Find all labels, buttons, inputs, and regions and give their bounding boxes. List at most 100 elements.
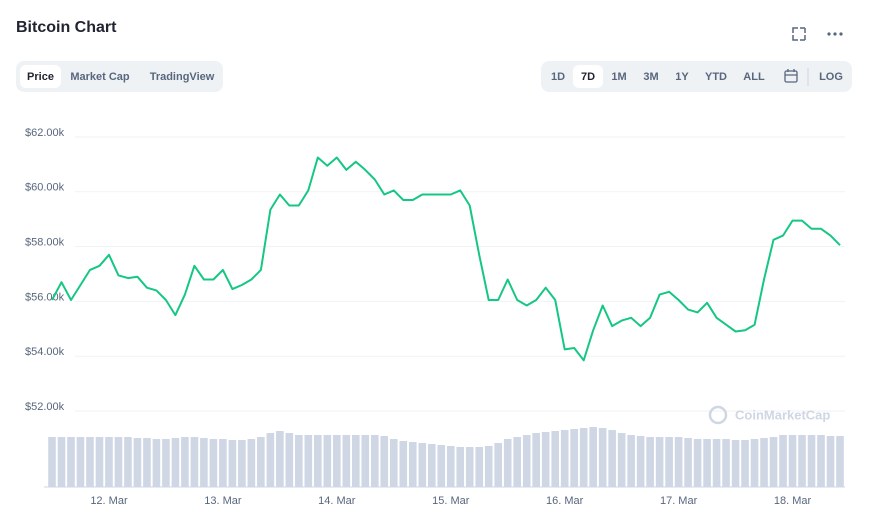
volume-bar xyxy=(57,437,66,487)
log-button[interactable]: LOG xyxy=(819,71,843,83)
range-button[interactable]: 1Y xyxy=(675,71,689,83)
x-tick-label: 18. Mar xyxy=(774,495,812,507)
volume-bar xyxy=(665,437,673,487)
range-button[interactable]: ALL xyxy=(743,71,765,83)
volume-bar xyxy=(76,437,85,487)
y-tick-label: $58.00k xyxy=(25,237,65,249)
range-button[interactable]: 1D xyxy=(551,71,565,83)
volume-bar xyxy=(807,435,816,487)
volume-bar xyxy=(741,440,749,487)
watermark-text: CoinMarketCap xyxy=(735,407,830,422)
volume-bar xyxy=(446,446,455,487)
volume-bar xyxy=(105,437,113,487)
volume-bar xyxy=(228,440,237,487)
calendar-icon[interactable] xyxy=(784,69,798,83)
volume-bar xyxy=(817,435,825,487)
volume-bar xyxy=(86,437,94,487)
volume-bar xyxy=(636,436,645,487)
volume-bar xyxy=(684,438,692,487)
volume-bar xyxy=(304,435,313,487)
volume-bar xyxy=(162,439,170,487)
volume-bar xyxy=(646,437,654,487)
volume-bar xyxy=(352,435,360,487)
tab-active xyxy=(20,65,61,88)
range-button[interactable]: 1M xyxy=(611,71,626,83)
volume-bar xyxy=(712,439,721,487)
expand-icon[interactable] xyxy=(792,27,806,41)
volume-bar xyxy=(750,439,759,487)
volume-bar xyxy=(655,437,664,487)
tab[interactable]: Price xyxy=(27,71,54,83)
volume-bar xyxy=(427,444,436,487)
volume-bar xyxy=(171,438,180,487)
volume-bar xyxy=(143,438,151,487)
volume-bar xyxy=(408,442,417,487)
volume-bar xyxy=(114,437,123,487)
volume-bar xyxy=(124,437,132,487)
volume-bar xyxy=(532,433,540,487)
volume-bar xyxy=(285,433,294,487)
volume-bar xyxy=(314,435,322,487)
volume-bar xyxy=(522,435,531,487)
volume-bar xyxy=(494,443,503,487)
chart-title: Bitcoin Chart xyxy=(16,19,117,36)
volume-bar xyxy=(247,439,256,487)
more-icon[interactable] xyxy=(827,32,843,36)
volume-bar xyxy=(342,435,351,487)
volume-bar xyxy=(693,439,702,487)
volume-bar xyxy=(257,437,265,487)
volume-bar xyxy=(418,443,427,487)
tab-group xyxy=(16,61,223,92)
volume-bar xyxy=(769,437,778,487)
volume-bar xyxy=(589,427,597,487)
volume-bar xyxy=(361,435,370,487)
volume-bar xyxy=(674,437,683,487)
x-tick-label: 16. Mar xyxy=(546,495,584,507)
volume-bar xyxy=(570,429,578,487)
x-tick-label: 15. Mar xyxy=(432,495,470,507)
y-tick-label: $60.00k xyxy=(25,182,65,194)
volume-bar xyxy=(627,435,635,487)
volume-bar xyxy=(722,439,730,487)
y-tick-label: $62.00k xyxy=(25,127,65,139)
tab[interactable]: TradingView xyxy=(150,71,215,83)
volume-bar xyxy=(370,435,379,487)
x-tick-label: 12. Mar xyxy=(90,495,128,507)
volume-bar xyxy=(836,436,844,487)
volume-bar xyxy=(200,438,208,487)
volume-bar xyxy=(276,431,284,487)
volume-bar xyxy=(266,433,275,487)
price-line xyxy=(51,156,841,362)
volume-bar xyxy=(219,439,227,487)
volume-bar xyxy=(475,447,484,487)
y-tick-label: $54.00k xyxy=(25,346,65,358)
volume-bar xyxy=(389,439,398,487)
volume-bar xyxy=(798,435,806,487)
volume-bar xyxy=(295,435,303,487)
volume-bar xyxy=(456,447,465,487)
x-tick-label: 13. Mar xyxy=(204,495,242,507)
range-active xyxy=(573,65,603,88)
x-tick-label: 14. Mar xyxy=(318,495,356,507)
volume-bar xyxy=(788,435,797,487)
volume-bar xyxy=(541,432,550,487)
volume-bar xyxy=(703,439,711,487)
volume-bar xyxy=(323,435,332,487)
volume-bar xyxy=(551,431,559,487)
range-group xyxy=(541,61,852,92)
range-button[interactable]: YTD xyxy=(705,71,727,83)
volume-bar xyxy=(152,439,161,487)
volume-bar xyxy=(465,447,474,487)
range-button[interactable]: 3M xyxy=(643,71,658,83)
volume-bar xyxy=(760,438,768,487)
volume-bar xyxy=(209,439,218,487)
range-button[interactable]: 7D xyxy=(581,71,595,83)
watermark: CoinMarketCap xyxy=(708,405,830,425)
volume-bar xyxy=(779,435,787,487)
volume-bar xyxy=(608,430,616,487)
volume-bar xyxy=(238,440,246,487)
tab[interactable]: Market Cap xyxy=(70,71,130,83)
volume-bar xyxy=(560,430,569,487)
volume-bar xyxy=(67,437,75,487)
